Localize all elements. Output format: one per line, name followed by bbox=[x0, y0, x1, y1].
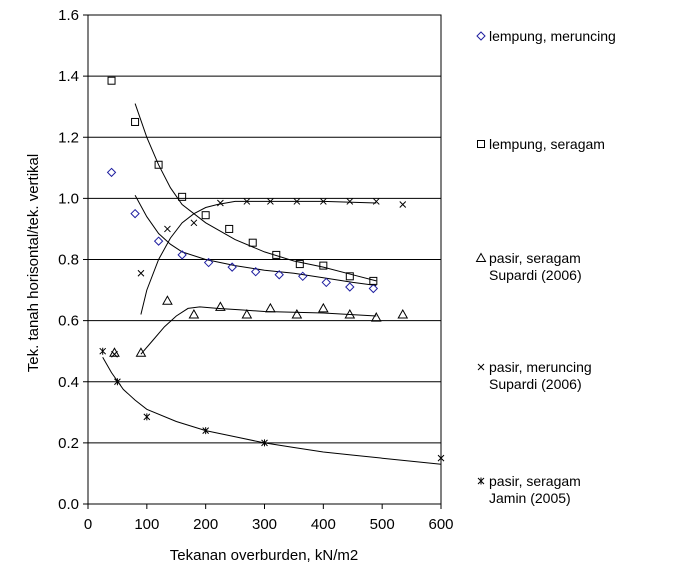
trend-lines bbox=[102, 103, 442, 465]
legend-label-4-1: Jamin (2005) bbox=[489, 490, 571, 506]
point-s1-5 bbox=[225, 224, 234, 233]
point-s1-1 bbox=[131, 117, 140, 126]
x-tick-label-4: 400 bbox=[311, 516, 336, 533]
tick-labels: 0.0 0.2 0.4 0.6 0.8 1.0 1.2 1.4 1.6 0 100 200 300 400… bbox=[58, 7, 453, 533]
point-extra-triangle-0 bbox=[109, 347, 120, 357]
point-s4-4 bbox=[261, 439, 268, 447]
legend-label-2-0: pasir, seragam bbox=[489, 250, 581, 266]
point-s0-11 bbox=[368, 283, 379, 294]
x-axis-title: Tekanan overburden, kN/m2 bbox=[170, 547, 358, 564]
point-s3-0 bbox=[137, 269, 145, 277]
point-s0-10 bbox=[345, 282, 355, 292]
axes bbox=[83, 14, 442, 509]
point-s1-10 bbox=[345, 272, 354, 281]
point-s3-8 bbox=[346, 198, 354, 205]
y-axis-title: Tek. tanah horisontal/tek. vertikal bbox=[25, 154, 42, 372]
point-s0-8 bbox=[298, 271, 308, 282]
point-s0-6 bbox=[250, 267, 261, 277]
point-s2-1 bbox=[162, 295, 173, 305]
legend-marker-0 bbox=[476, 31, 486, 41]
point-s4-3 bbox=[202, 427, 210, 435]
point-s2-0 bbox=[135, 347, 147, 357]
point-s3-9 bbox=[372, 198, 380, 205]
trend-line-1 bbox=[134, 103, 377, 282]
point-s0-3 bbox=[177, 250, 187, 260]
point-s2-4 bbox=[241, 308, 253, 319]
point-extra-x-0 bbox=[111, 350, 118, 358]
point-s4-0 bbox=[99, 347, 107, 355]
legend-marker-1 bbox=[477, 140, 485, 148]
point-s2-5 bbox=[265, 302, 276, 313]
point-s3-4 bbox=[243, 198, 251, 205]
point-s0-2 bbox=[153, 236, 164, 246]
y-tick-label-2: 0.4 bbox=[58, 374, 79, 391]
y-tick-label-6: 1.2 bbox=[58, 129, 79, 146]
point-s2-7 bbox=[317, 302, 329, 313]
point-s3-5 bbox=[267, 198, 274, 205]
legend-label-4-0: pasir, seragam bbox=[489, 473, 581, 489]
legend-label-3-0: pasir, meruncing bbox=[489, 359, 592, 375]
point-s0-9 bbox=[321, 277, 331, 288]
point-s1-0 bbox=[107, 76, 116, 85]
point-s2-8 bbox=[344, 308, 356, 319]
point-s2-3 bbox=[215, 301, 226, 311]
point-s1-4 bbox=[201, 211, 210, 220]
plot-frame bbox=[87, 14, 442, 505]
point-s2-10 bbox=[397, 308, 409, 319]
point-s1-9 bbox=[319, 261, 328, 270]
legend-label-1-0: lempung, seragam bbox=[489, 136, 605, 152]
trend-line-2 bbox=[140, 306, 377, 355]
legend-label-3-1: Supardi (2006) bbox=[489, 376, 582, 392]
point-s3-3 bbox=[217, 199, 224, 207]
point-s2-6 bbox=[291, 308, 303, 319]
point-s1-11 bbox=[369, 276, 378, 285]
point-s0-0 bbox=[106, 167, 117, 178]
x-tick-label-5: 500 bbox=[370, 516, 395, 533]
trend-line-4 bbox=[102, 357, 442, 465]
y-tick-label-0: 0.0 bbox=[58, 496, 79, 513]
legend-marker-3 bbox=[477, 363, 485, 371]
point-s4-1 bbox=[114, 378, 121, 386]
point-s0-1 bbox=[130, 208, 140, 219]
y-tick-label-7: 1.4 bbox=[58, 68, 79, 85]
data-points bbox=[99, 76, 445, 462]
x-tick-label-6: 600 bbox=[428, 516, 453, 533]
point-s1-8 bbox=[295, 260, 304, 269]
x-tick-label-3: 300 bbox=[252, 516, 277, 533]
point-s3-2 bbox=[190, 219, 198, 227]
point-s1-2 bbox=[154, 160, 163, 169]
y-tick-label-4: 0.8 bbox=[58, 252, 79, 269]
point-s1-6 bbox=[248, 238, 257, 247]
point-s0-5 bbox=[227, 262, 237, 272]
y-tick-label-8: 1.6 bbox=[58, 7, 79, 24]
legend-marker-2 bbox=[475, 252, 487, 262]
point-s0-7 bbox=[274, 270, 284, 280]
y-tick-label-3: 0.6 bbox=[58, 313, 79, 330]
legend-label-2-1: Supardi (2006) bbox=[489, 267, 582, 283]
point-s1-7 bbox=[272, 250, 281, 259]
x-tick-label-0: 0 bbox=[84, 516, 92, 533]
legend-label-0-0: lempung, meruncing bbox=[489, 28, 616, 44]
point-s3-6 bbox=[293, 198, 301, 205]
point-s3-10 bbox=[399, 201, 407, 208]
grid bbox=[88, 14, 441, 444]
trend-line-0 bbox=[134, 195, 377, 286]
legend: lempung, meruncing lempung, seragam pasir,… bbox=[475, 28, 616, 506]
point-s2-2 bbox=[188, 308, 200, 319]
point-s4-2 bbox=[143, 413, 151, 421]
x-tick-label-1: 100 bbox=[134, 516, 159, 533]
point-s3-7 bbox=[319, 198, 327, 205]
y-tick-label-5: 1.0 bbox=[58, 190, 79, 207]
x-tick-label-2: 200 bbox=[193, 516, 218, 533]
point-s2-9 bbox=[370, 312, 382, 322]
point-s0-4 bbox=[203, 257, 214, 268]
trend-line-3 bbox=[140, 200, 377, 315]
point-s1-3 bbox=[178, 192, 187, 201]
point-s3-1 bbox=[164, 225, 171, 233]
legend-marker-4 bbox=[477, 477, 485, 485]
y-tick-label-1: 0.2 bbox=[58, 435, 79, 452]
